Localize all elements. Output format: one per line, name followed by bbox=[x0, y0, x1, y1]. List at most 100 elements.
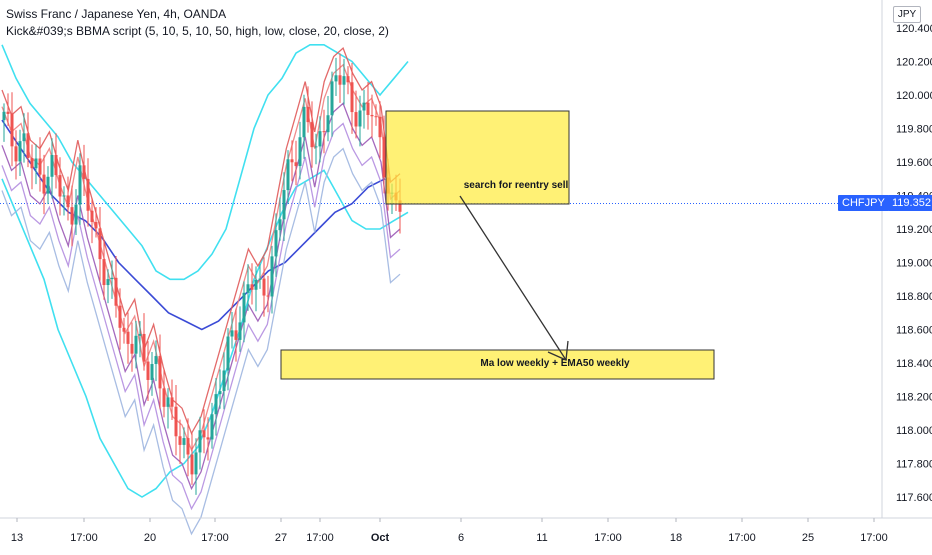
candle-body bbox=[106, 279, 110, 286]
candle-body bbox=[294, 162, 298, 167]
candle-body bbox=[270, 256, 274, 297]
candle-body bbox=[334, 75, 338, 82]
candle-body bbox=[2, 111, 6, 121]
weekly-support-box[interactable] bbox=[280, 349, 715, 380]
candle-body bbox=[150, 364, 154, 380]
indicator-label[interactable]: Kick&#039;s BBMA script (5, 10, 5, 10, 5… bbox=[6, 24, 389, 38]
candle-body bbox=[198, 430, 202, 453]
candle-body bbox=[366, 102, 370, 115]
candle-body bbox=[146, 361, 150, 380]
trend-arrow-head-icon bbox=[547, 340, 569, 361]
candle-body bbox=[222, 370, 226, 392]
ma-high-10-line bbox=[1, 63, 401, 452]
candle-body bbox=[90, 210, 94, 223]
y-tick-label: 118.200 bbox=[896, 392, 932, 404]
candle-body bbox=[306, 106, 310, 123]
candle-body bbox=[202, 430, 206, 438]
candle-body bbox=[234, 330, 238, 340]
x-tick-label: 17:00 bbox=[860, 532, 888, 544]
candle-body bbox=[6, 111, 10, 114]
currency-label[interactable]: JPY bbox=[893, 6, 921, 23]
candle-body bbox=[46, 176, 50, 194]
x-tick-label: 17:00 bbox=[728, 532, 756, 544]
candle-body bbox=[262, 278, 266, 296]
candle-body bbox=[126, 331, 130, 344]
ma-mid-line bbox=[1, 147, 401, 536]
candle-body bbox=[286, 159, 290, 191]
candle-body bbox=[162, 388, 166, 407]
y-tick-label: 118.800 bbox=[896, 291, 932, 303]
trend-arrow-line[interactable] bbox=[459, 195, 567, 361]
candle-body bbox=[142, 333, 146, 362]
candle-body bbox=[158, 356, 162, 389]
candle-body bbox=[58, 175, 62, 197]
candle-body bbox=[350, 82, 354, 113]
candle-body bbox=[74, 204, 78, 225]
candle-body bbox=[102, 259, 106, 286]
symbol-price-tag: CHFJPY bbox=[838, 195, 889, 211]
price-scale[interactable] bbox=[882, 0, 932, 550]
candle-body bbox=[34, 158, 38, 169]
ma-low-10-line bbox=[1, 122, 401, 511]
y-tick-label: 119.800 bbox=[896, 124, 932, 136]
candle-body bbox=[98, 228, 102, 260]
x-tick-label: 17:00 bbox=[201, 532, 229, 544]
symbol-title[interactable]: Swiss Franc / Japanese Yen, 4h, OANDA bbox=[6, 7, 227, 21]
candle-body bbox=[178, 436, 182, 445]
candle-body bbox=[278, 219, 282, 231]
candle-body bbox=[374, 116, 378, 118]
y-tick-label: 118.000 bbox=[896, 425, 932, 437]
candle-body bbox=[182, 438, 186, 445]
candle-body bbox=[14, 146, 18, 162]
candle-body bbox=[62, 195, 66, 197]
reentry-sell-box[interactable] bbox=[385, 110, 570, 205]
y-tick-label: 120.200 bbox=[896, 57, 932, 69]
candle-body bbox=[358, 110, 362, 127]
candle-body bbox=[42, 174, 46, 194]
x-tick-label: 17:00 bbox=[306, 532, 334, 544]
candle-body bbox=[310, 122, 314, 148]
x-tick-label: 20 bbox=[144, 532, 156, 544]
reentry-sell-label: search for reentry sell bbox=[464, 180, 569, 191]
candle-body bbox=[226, 336, 230, 371]
candle-body bbox=[326, 115, 330, 133]
candle-body bbox=[114, 277, 118, 306]
candle-body bbox=[206, 437, 210, 440]
candle-body bbox=[174, 406, 178, 437]
last-price-tag: 119.352 bbox=[888, 195, 932, 211]
candle-body bbox=[190, 454, 194, 475]
x-tick-label: 27 bbox=[275, 532, 287, 544]
candle-body bbox=[70, 207, 74, 225]
x-tick-label: Oct bbox=[371, 532, 390, 544]
candle-body bbox=[50, 154, 54, 177]
candle-body bbox=[346, 76, 350, 83]
candle-body bbox=[110, 277, 114, 280]
candle-body bbox=[290, 159, 294, 163]
x-tick-label: 17:00 bbox=[594, 532, 622, 544]
candle-body bbox=[186, 438, 190, 455]
ema50-line bbox=[1, 119, 386, 331]
candle-body bbox=[86, 178, 90, 211]
candle-body bbox=[22, 133, 26, 142]
weekly-support-label: Ma low weekly + EMA50 weekly bbox=[480, 358, 630, 369]
candle-body bbox=[238, 322, 242, 340]
candle-body bbox=[242, 292, 246, 323]
candle-body bbox=[18, 141, 22, 162]
candle-body bbox=[66, 195, 70, 208]
candle-body bbox=[330, 81, 334, 116]
ma-low-5-line bbox=[1, 102, 401, 491]
x-tick-label: 6 bbox=[458, 532, 464, 544]
candle-body bbox=[38, 158, 42, 175]
candle-body bbox=[398, 200, 402, 212]
bb-lower-line bbox=[1, 169, 409, 498]
candle-body bbox=[282, 190, 286, 220]
candle-body bbox=[194, 452, 198, 475]
candle-body bbox=[54, 154, 58, 176]
y-tick-label: 118.600 bbox=[896, 325, 932, 337]
candle-body bbox=[258, 278, 262, 280]
candle-body bbox=[130, 343, 134, 354]
candle-body bbox=[134, 335, 138, 354]
x-tick-label: 18 bbox=[670, 532, 682, 544]
